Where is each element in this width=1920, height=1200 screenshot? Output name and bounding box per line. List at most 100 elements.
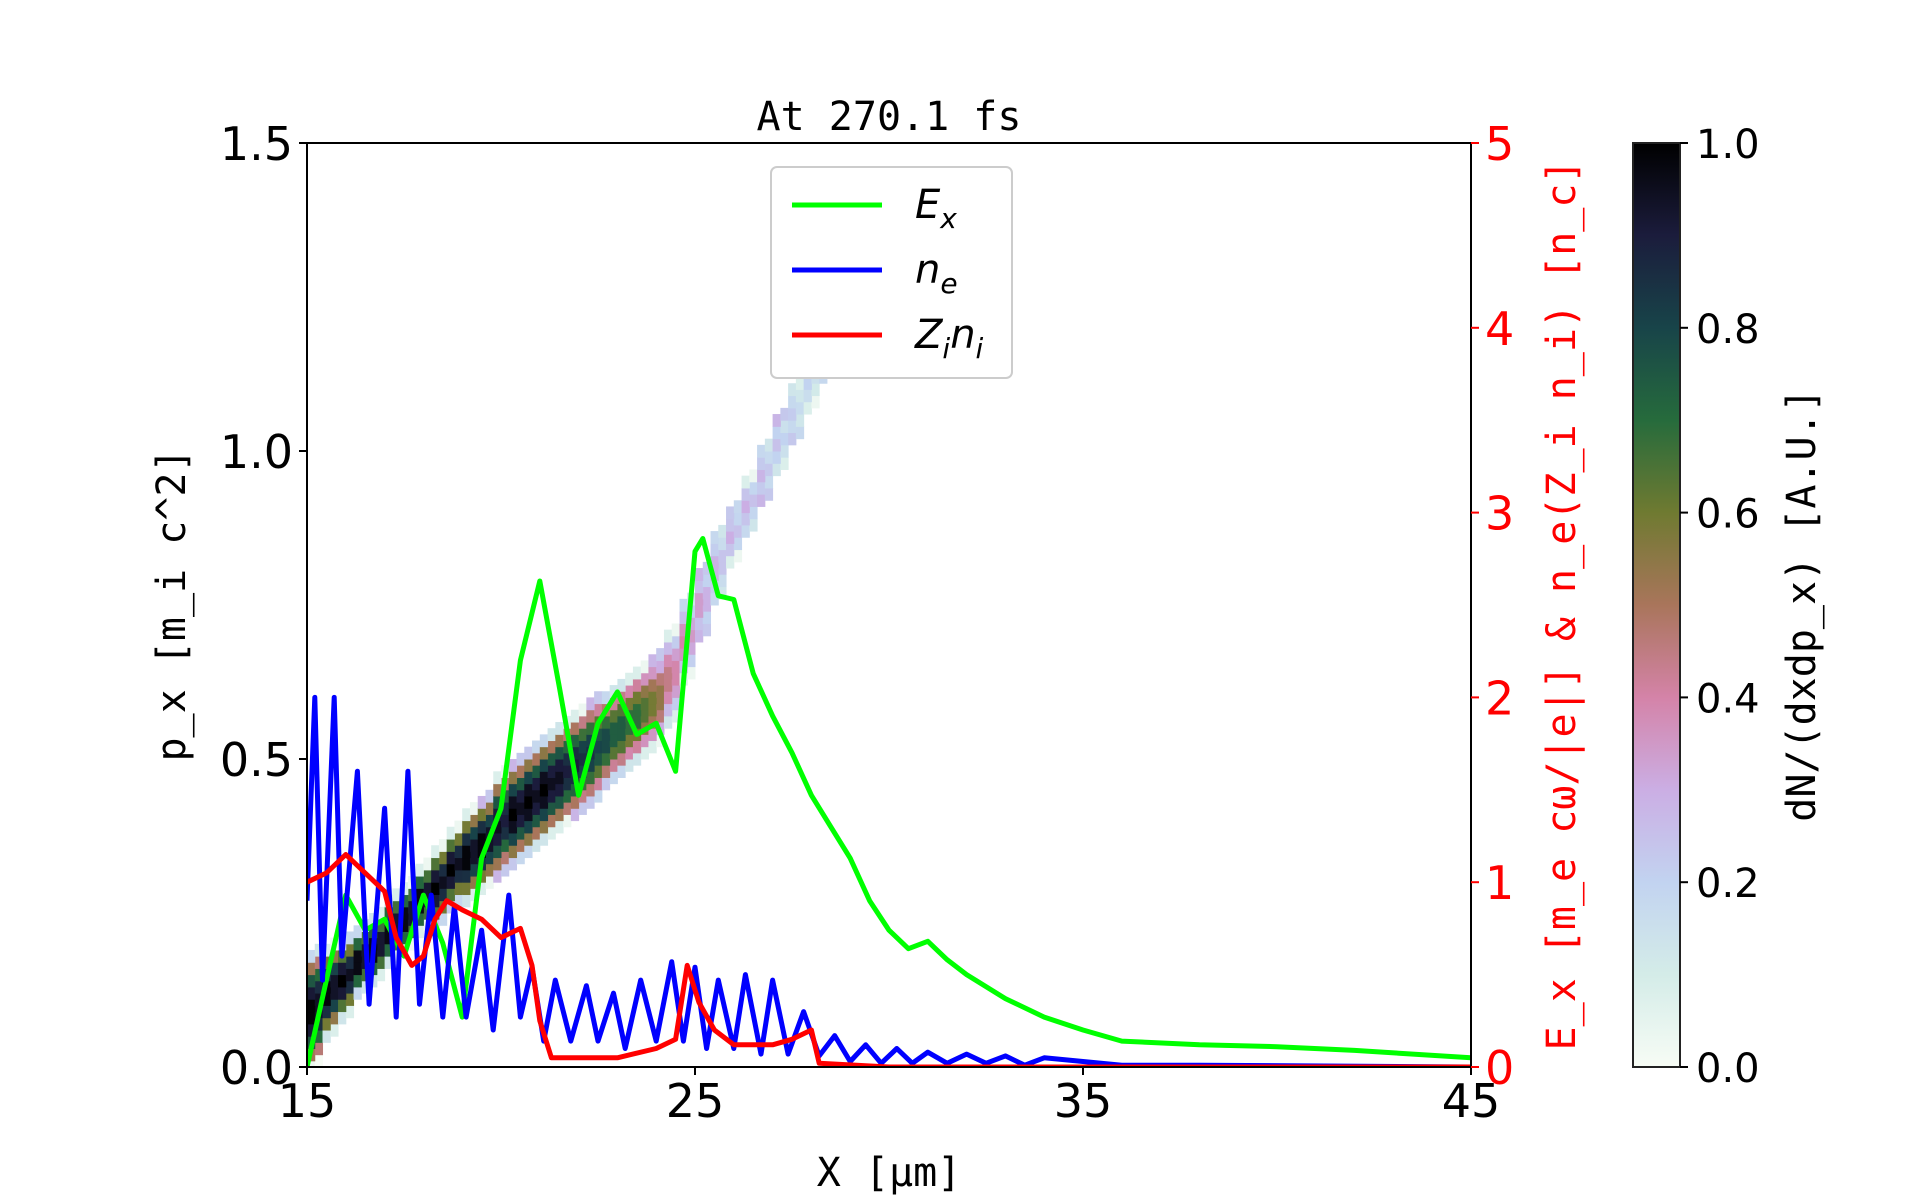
heatmap-cell xyxy=(671,697,680,711)
heatmap-cell xyxy=(772,414,781,427)
heatmap-cell xyxy=(469,826,479,840)
heatmap-cell xyxy=(462,832,471,846)
heatmap-cell xyxy=(601,765,611,778)
heatmap-cell xyxy=(586,795,595,809)
heatmap-cell xyxy=(594,765,603,778)
heatmap-cell xyxy=(532,752,541,766)
heatmap-cell xyxy=(718,574,727,588)
heatmap-cell xyxy=(695,617,704,631)
legend-label-zini: Zini xyxy=(914,312,984,365)
heatmap-cell xyxy=(501,814,510,828)
heatmap-cell xyxy=(508,783,518,797)
heatmap-cell xyxy=(330,986,339,1000)
heatmap-cell xyxy=(516,789,525,803)
heatmap-cell xyxy=(617,728,626,742)
heatmap-cell xyxy=(609,709,618,723)
heatmap-cell xyxy=(330,962,339,976)
heatmap-cell xyxy=(307,962,316,976)
heatmap-cell xyxy=(803,377,812,390)
heatmap-cell xyxy=(485,876,494,889)
heatmap-cell xyxy=(532,740,541,754)
heatmap-cell xyxy=(555,722,564,735)
heatmap-cell xyxy=(446,826,455,840)
heatmap-cell xyxy=(532,814,541,828)
heatmap-cell xyxy=(462,882,471,896)
heatmap-cell xyxy=(307,949,316,963)
heatmap-cell xyxy=(431,894,440,908)
heatmap-cell xyxy=(617,752,626,766)
heatmap-cell xyxy=(407,900,417,914)
heatmap-cell xyxy=(749,469,758,483)
colorbar-tick-label: 0.2 xyxy=(1696,861,1760,907)
heatmap-cell xyxy=(617,715,626,729)
phase-space-heatmap xyxy=(307,315,836,1067)
heatmap-cell xyxy=(601,740,611,754)
heatmap-cell xyxy=(617,765,626,778)
heatmap-cell xyxy=(516,802,525,815)
heatmap-cell xyxy=(671,648,680,661)
heatmap-cell xyxy=(795,414,805,427)
heatmap-cell xyxy=(563,765,572,778)
heatmap-cell xyxy=(539,832,549,846)
y-right-tick-label: 0 xyxy=(1485,1041,1514,1095)
heatmap-cell xyxy=(749,481,758,495)
heatmap-cell xyxy=(757,481,766,495)
heatmap-cell xyxy=(671,623,680,637)
heatmap-cell xyxy=(508,795,518,809)
heatmap-cell xyxy=(570,734,580,748)
heatmap-cell xyxy=(702,561,712,575)
y-left-tick-label: 0.5 xyxy=(220,733,293,787)
heatmap-cell xyxy=(656,734,665,748)
heatmap-cell xyxy=(353,925,362,939)
heatmap-cell xyxy=(485,851,494,865)
colorbar-ticks: 0.0 0.2 0.4 0.6 0.8 1.0 xyxy=(1680,122,1760,1092)
heatmap-cell xyxy=(508,759,518,772)
heatmap-cell xyxy=(586,734,595,748)
heatmap-cell xyxy=(780,444,789,458)
heatmap-cell xyxy=(501,839,510,852)
heatmap-cell xyxy=(407,913,417,926)
heatmap-cell xyxy=(749,494,758,507)
heatmap-cell xyxy=(493,832,502,846)
heatmap-cell xyxy=(578,740,587,754)
heatmap-cell xyxy=(493,771,502,785)
heatmap-cell xyxy=(663,703,673,717)
heatmap-cell xyxy=(733,524,743,538)
heatmap-cell xyxy=(594,789,603,803)
heatmap-cell xyxy=(307,1060,316,1067)
heatmap-cell xyxy=(586,709,595,723)
heatmap-cell xyxy=(764,487,774,501)
heatmap-cell xyxy=(454,845,463,859)
heatmap-cell xyxy=(663,666,673,680)
heatmap-cell xyxy=(648,715,657,729)
heatmap-cell xyxy=(501,863,510,877)
heatmap-cell xyxy=(547,814,556,828)
heatmap-cell xyxy=(415,888,424,902)
y-left-tick-label: 1.0 xyxy=(220,425,293,479)
heatmap-cell xyxy=(555,783,564,797)
heatmap-cell xyxy=(345,931,355,945)
heatmap-cell xyxy=(780,407,789,421)
heatmap-cell xyxy=(314,1042,324,1056)
heatmap-cell xyxy=(594,703,603,717)
heatmap-cell xyxy=(345,993,355,1006)
heatmap-cell xyxy=(345,968,355,982)
heatmap-cell xyxy=(462,845,471,859)
series-line-z_i-n_i xyxy=(307,852,1471,1067)
heatmap-cell xyxy=(570,783,580,797)
heatmap-cell xyxy=(640,672,649,686)
heatmap-cell xyxy=(803,389,812,403)
y-right-tick-label: 2 xyxy=(1485,671,1514,725)
heatmap-cell xyxy=(477,820,486,834)
series-line-n_e xyxy=(307,694,1471,1067)
heatmap-cell xyxy=(493,845,502,859)
chart-title: At 270.1 fs xyxy=(757,94,1022,140)
heatmap-cell xyxy=(485,863,494,877)
heatmap-cell xyxy=(648,728,657,742)
heatmap-cell xyxy=(438,863,448,877)
heatmap-cell xyxy=(733,549,743,563)
heatmap-cell xyxy=(322,956,331,969)
heatmap-cell xyxy=(314,968,324,982)
heatmap-cell xyxy=(733,512,743,526)
